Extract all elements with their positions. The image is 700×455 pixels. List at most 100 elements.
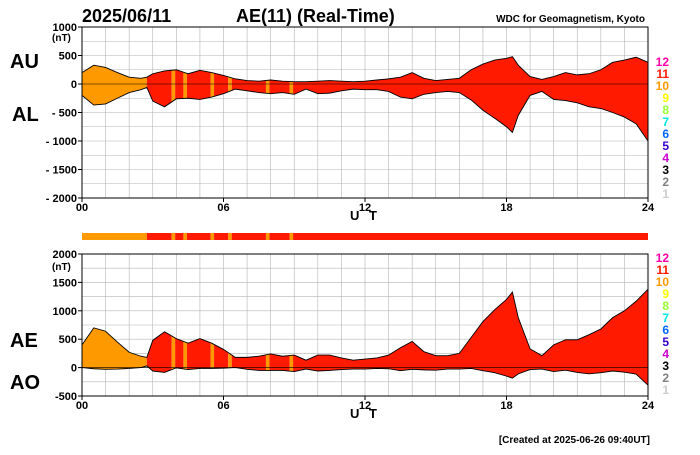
au-al-legend-8: 8 xyxy=(662,103,669,117)
au-al-fill-segment-9 xyxy=(231,77,266,94)
au-al-xtick-label-2: 12 xyxy=(359,202,371,214)
ae-ao-x-axis-label: U T xyxy=(350,406,380,421)
au-al-legend-5: 5 xyxy=(662,139,669,153)
station-strip-segment-6 xyxy=(210,233,215,240)
ao-series-line xyxy=(81,365,649,386)
ae-ao-legend-8: 8 xyxy=(662,299,669,313)
ae-ao-x-ticks: 00 06 12 18 24 xyxy=(76,396,655,412)
ae-label: AE xyxy=(10,330,38,352)
au-al-ytick-label-1: 500 xyxy=(59,51,77,63)
ae-ao-legend-2: 2 xyxy=(662,371,669,385)
au-al-fill-segment-13 xyxy=(293,56,648,141)
station-strip-segment-1 xyxy=(146,233,172,240)
ae-ao-fill-segment-5 xyxy=(186,338,211,370)
ao-label: AO xyxy=(10,372,40,394)
au-al-legend-6: 6 xyxy=(662,127,669,141)
ae-ao-legend-9: 9 xyxy=(662,287,669,301)
station-strip-segment-4 xyxy=(183,233,187,240)
ae-ao-legend-1: 1 xyxy=(662,383,669,397)
station-strip-segment-3 xyxy=(175,233,184,240)
ae-ao-ytick-label-1: 1500 xyxy=(53,277,77,289)
station-count-strip xyxy=(82,233,648,240)
au-al-legend-11: 11 xyxy=(656,67,669,81)
al-label: AL xyxy=(12,104,39,126)
ae-ao-fill-segment-9 xyxy=(231,354,266,371)
created-timestamp: [Created at 2025-06-26 09:40UT] xyxy=(499,435,650,446)
au-al-fill-segment-12 xyxy=(289,81,294,95)
au-al-legend-10: 10 xyxy=(656,79,670,93)
au-al-legend-2: 2 xyxy=(662,175,669,189)
station-strip-segment-5 xyxy=(186,233,211,240)
au-al-fill-segment-0 xyxy=(82,65,147,106)
ae-ao-legend-3: 3 xyxy=(662,359,669,373)
au-al-xtick-label-1: 06 xyxy=(217,202,229,214)
ae-ao-fill-segment-6 xyxy=(210,342,215,369)
ae-ao-legend-4: 4 xyxy=(662,347,669,361)
au-al-fill-segment-10 xyxy=(265,80,270,94)
au-al-fill-segment-5 xyxy=(186,70,211,100)
ae-ao-fill-segment-2 xyxy=(171,335,176,370)
ae-ao-fill-segment-11 xyxy=(269,353,290,372)
ae-ao-fill-segment-3 xyxy=(175,337,184,369)
station-strip-segment-9 xyxy=(231,233,266,240)
au-al-fill-segments xyxy=(82,56,648,141)
au-al-x-ticks: 00 06 12 18 24 xyxy=(76,198,655,214)
ae-ao-legend-10: 10 xyxy=(656,275,670,289)
au-al-legend-7: 7 xyxy=(662,115,669,129)
ae-ao-legend-6: 6 xyxy=(662,323,669,337)
ae-ao-xtick-label-2: 12 xyxy=(359,400,371,412)
au-al-fill-segment-11 xyxy=(269,80,290,94)
au-al-legend-12: 12 xyxy=(656,55,670,69)
ae-ao-unit-label: (nT) xyxy=(52,262,71,273)
date-label: 2025/06/11 xyxy=(82,6,171,26)
ae-ao-legend-5: 5 xyxy=(662,335,669,349)
chart-title: AE(11) (Real-Time) xyxy=(236,6,395,26)
au-al-ytick-label-2: 0 xyxy=(71,79,77,91)
au-al-fill-segment-6 xyxy=(210,72,215,98)
station-strip-segment-2 xyxy=(171,233,176,240)
al-series-line xyxy=(81,86,649,142)
ae-ao-ytick-label-0: 2000 xyxy=(53,249,77,261)
au-al-ytick-label-6: - 2000 xyxy=(46,193,77,205)
au-al-fill-segment-8 xyxy=(228,76,232,92)
au-al-y-ticks: 1000 500 0 - 500 - 1000 - 1500 - 2000 xyxy=(46,22,82,205)
ae-ao-ytick-label-2: 1000 xyxy=(53,306,77,318)
au-al-xtick-label-4: 24 xyxy=(642,202,655,214)
ae-ao-xtick-label-1: 06 xyxy=(217,400,229,412)
ae-ao-grid xyxy=(82,254,648,396)
au-al-x-axis-label: U T xyxy=(350,208,380,223)
station-strip-segment-7 xyxy=(214,233,229,240)
au-al-fill-segment-3 xyxy=(175,69,184,100)
station-strip-segment-11 xyxy=(269,233,290,240)
au-al-fill-segment-4 xyxy=(183,72,187,99)
organization-label: WDC for Geomagnetism, Kyoto xyxy=(496,14,645,25)
au-al-unit-label: (nT) xyxy=(52,33,71,44)
station-strip-segment-10 xyxy=(265,233,270,240)
ae-ao-fill-segment-10 xyxy=(265,354,270,371)
au-al-xtick-label-0: 00 xyxy=(76,202,88,214)
au-al-legend-1: 1 xyxy=(662,187,669,201)
ae-ao-fill-segment-4 xyxy=(183,341,187,370)
ae-ao-legend-12: 12 xyxy=(656,251,670,265)
au-series-line xyxy=(81,56,649,83)
au-al-legend-3: 3 xyxy=(662,163,669,177)
ae-ao-fill-segment-13 xyxy=(293,289,648,386)
ae-series-line xyxy=(81,288,649,361)
ae-ao-ytick-label-3: 500 xyxy=(59,334,77,346)
ae-ao-fill-segment-8 xyxy=(228,352,232,368)
au-al-grid xyxy=(82,27,648,198)
au-al-ytick-label-3: - 500 xyxy=(52,108,77,120)
au-al-series-lines xyxy=(81,56,649,142)
ae-ao-y-ticks: 2000 1500 1000 500 0 -500 xyxy=(53,249,82,403)
au-label: AU xyxy=(10,51,39,73)
station-strip-segment-13 xyxy=(293,233,648,240)
au-al-ytick-label-0: 1000 xyxy=(53,22,77,34)
au-al-ytick-label-5: - 1500 xyxy=(46,165,77,177)
ae-ao-ytick-label-4: 0 xyxy=(71,363,77,375)
